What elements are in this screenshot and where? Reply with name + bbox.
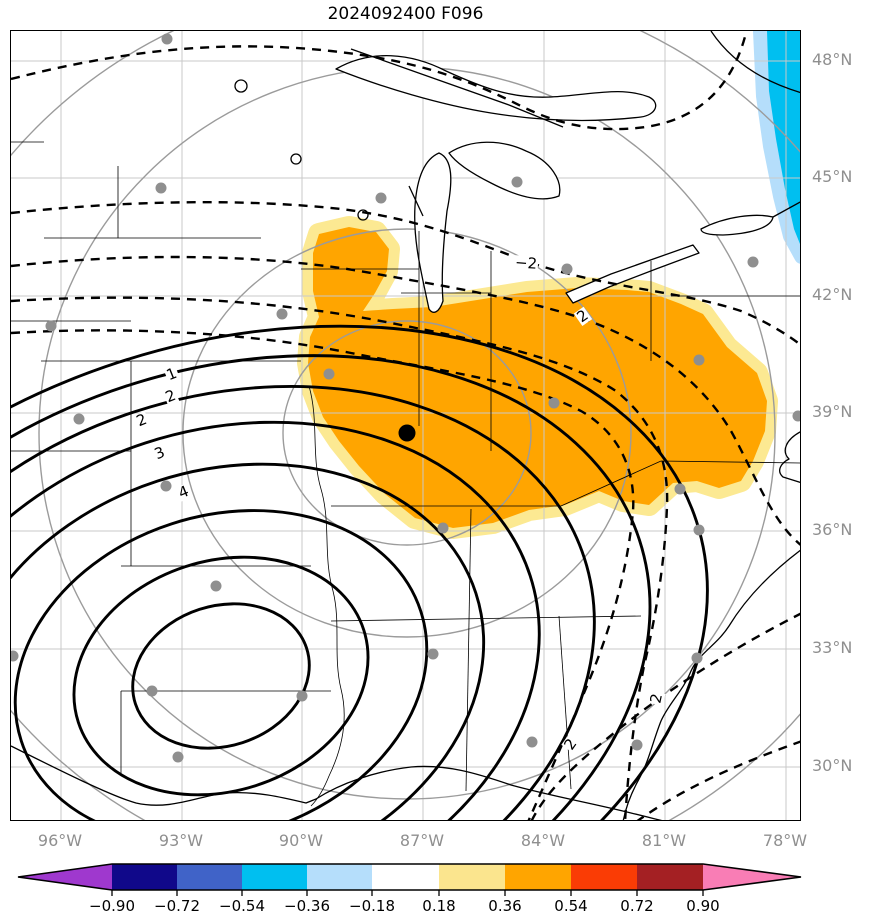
lat-tick-label: 48°N [812, 50, 870, 69]
lake-superior [336, 56, 656, 121]
chart-title: 2024092400 F096 [10, 4, 801, 24]
lat-tick-label: 39°N [812, 402, 870, 421]
lon-tick-label: 93°W [146, 831, 216, 850]
small-lake [291, 154, 301, 164]
lon-tick-label: 84°W [508, 831, 578, 850]
colorbar-tick-label: −0.18 [337, 897, 407, 915]
lat-tick-label: 42°N [812, 285, 870, 304]
colorbar-tick-label: −0.54 [207, 897, 277, 915]
lon-tick-label: 90°W [266, 831, 336, 850]
dashed-contour-label: −2 [514, 255, 539, 272]
lon-tick-label: 81°W [629, 831, 699, 850]
lat-tick-label: 36°N [812, 520, 870, 539]
colorbar-tick-label: 0.90 [668, 897, 738, 915]
chesapeake [780, 431, 801, 483]
colorbar-tick-label: −0.72 [142, 897, 212, 915]
lon-tick-label: 78°W [750, 831, 820, 850]
colorbar-tick-label: −0.36 [272, 897, 342, 915]
small-lake [235, 80, 247, 92]
figure: 2024092400 F096 [0, 0, 873, 924]
colorbar-tick-label: 0.54 [536, 897, 606, 915]
colorbar-tick-label: 0.36 [470, 897, 540, 915]
map-panel: 12234−2222 [10, 30, 801, 821]
lat-tick-label: 33°N [812, 638, 870, 657]
lake-huron [449, 142, 560, 199]
lake-ontario [701, 215, 773, 235]
colorbar-tick-label: 0.72 [602, 897, 672, 915]
map-canvas [11, 31, 801, 821]
lat-tick-label: 45°N [812, 167, 870, 186]
colorbar-tick-label: −0.90 [77, 897, 147, 915]
lat-tick-label: 30°N [812, 756, 870, 775]
lon-tick-label: 87°W [387, 831, 457, 850]
lon-tick-label: 96°W [25, 831, 95, 850]
colorbar-tick-label: 0.18 [404, 897, 474, 915]
event-marker-dot [399, 425, 416, 442]
